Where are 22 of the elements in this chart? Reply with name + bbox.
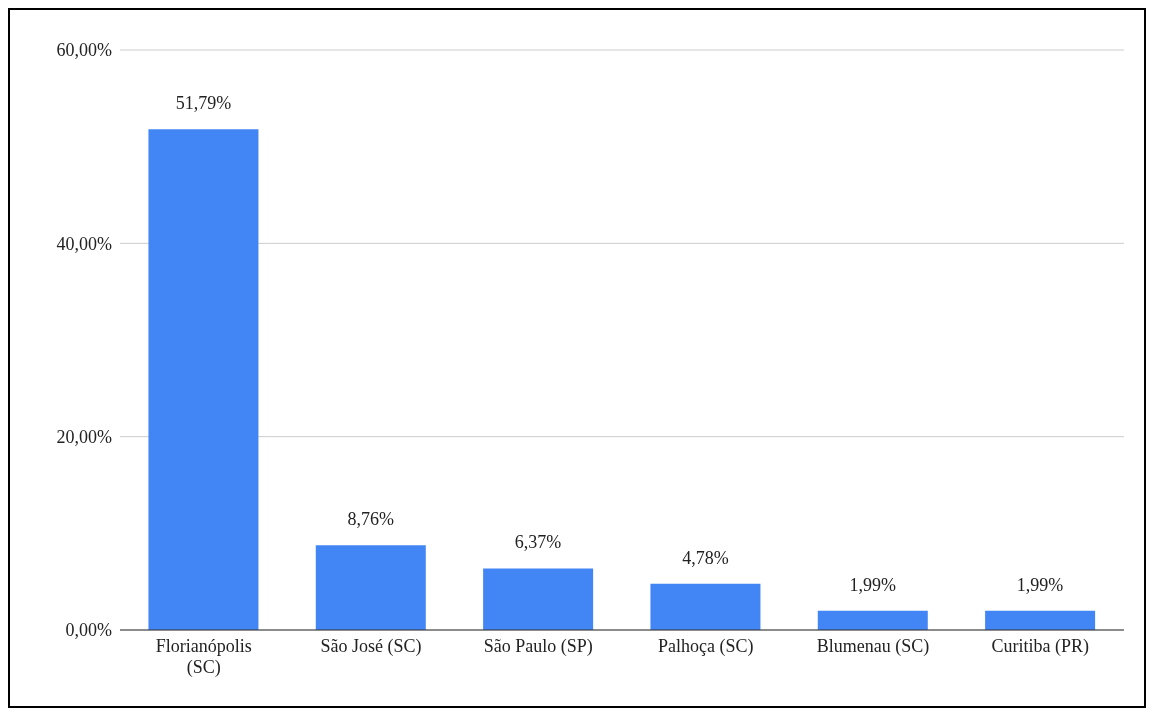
- bar: [483, 568, 594, 630]
- y-tick-label: 20,00%: [56, 427, 112, 448]
- y-tick-label: 40,00%: [56, 233, 112, 254]
- bar: [985, 610, 1096, 630]
- y-tick-label: 0,00%: [65, 620, 112, 641]
- data-label: 4,78%: [682, 547, 729, 568]
- data-label: 51,79%: [175, 93, 232, 114]
- x-tick-label: São Paulo (SP): [483, 636, 593, 657]
- y-tick-label: 60,00%: [56, 40, 112, 61]
- data-label: 8,76%: [347, 509, 395, 530]
- bar: [650, 583, 761, 630]
- bar: [817, 610, 928, 630]
- data-label: 6,37%: [514, 532, 562, 553]
- x-tick-label: Blumenau (SC): [816, 636, 930, 657]
- x-tick-label: Curitiba (PR): [991, 636, 1090, 657]
- bar: [315, 545, 426, 630]
- x-tick-label: São José (SC): [320, 636, 422, 657]
- bar: [148, 129, 259, 630]
- x-tick-label: Florianópolis (SC): [155, 636, 252, 678]
- x-tick-label: Palhoça (SC): [657, 636, 754, 657]
- data-label: 1,99%: [849, 574, 897, 595]
- data-label: 1,99%: [1016, 574, 1064, 595]
